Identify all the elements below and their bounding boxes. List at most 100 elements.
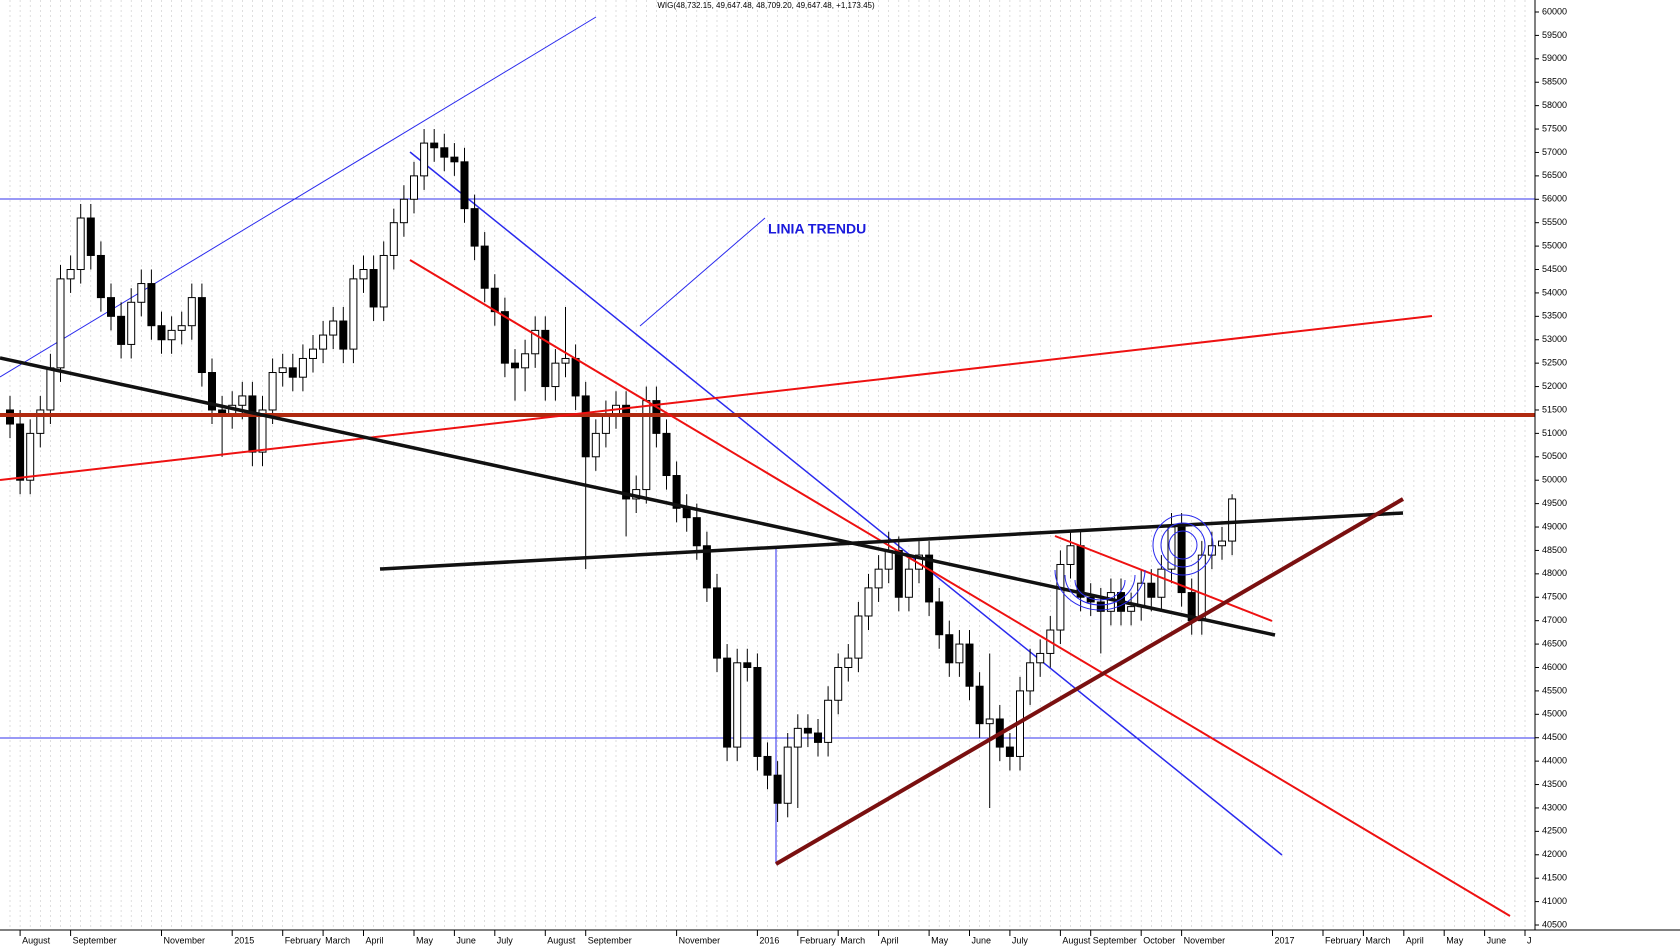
y-tick-label: 55500: [1542, 217, 1567, 227]
x-tick-label: September: [588, 935, 632, 945]
candle-body: [783, 746, 792, 804]
y-tick-label: 48000: [1542, 568, 1567, 578]
y-tick-label: 50500: [1542, 451, 1567, 461]
y-tick-label: 41000: [1542, 896, 1567, 906]
candle-body: [278, 367, 287, 374]
candle-body: [319, 334, 328, 350]
candle-body: [339, 320, 348, 350]
candle-body: [1197, 554, 1206, 622]
y-tick-label: 49000: [1542, 521, 1567, 531]
candle-body: [36, 409, 45, 434]
candle-body: [480, 245, 489, 289]
trend-line: [409, 259, 1511, 917]
y-tick-label: 50000: [1542, 475, 1567, 485]
y-tick-label: 46000: [1542, 662, 1567, 672]
x-tick-label: May: [1446, 935, 1464, 945]
candle-body: [824, 699, 833, 743]
candle-body: [309, 348, 317, 359]
candle-body: [500, 311, 509, 364]
candle-body: [460, 161, 469, 210]
candle-body: [874, 568, 883, 589]
candle-body: [258, 409, 267, 453]
candle-body: [672, 475, 681, 509]
candle-body: [1177, 526, 1186, 594]
candle-body: [692, 517, 701, 547]
candle-body: [854, 615, 863, 659]
y-tick-label: 53000: [1542, 334, 1567, 344]
x-tick-label: July: [1012, 935, 1029, 945]
candle-body: [1005, 746, 1014, 757]
x-tick-label: November: [679, 935, 721, 945]
candle-body: [662, 432, 671, 477]
candle-body: [975, 685, 984, 725]
candle-body: [1036, 652, 1045, 664]
y-tick-label: 55000: [1542, 240, 1567, 250]
chart-title: WIG(48,732.15, 49,647.48, 48,709.20, 49,…: [657, 1, 875, 10]
y-tick-label: 45000: [1542, 709, 1567, 719]
x-tick-label: February: [1325, 935, 1362, 945]
x-tick-label: September: [73, 935, 117, 945]
candles: [6, 129, 1237, 822]
candle-body: [965, 643, 974, 687]
candle-body: [248, 395, 257, 453]
y-tick-label: 44000: [1542, 756, 1567, 766]
y-tick-label: 40500: [1542, 919, 1567, 929]
y-tick-label: 49500: [1542, 498, 1567, 508]
candle-body: [733, 662, 742, 748]
candle-body: [622, 404, 631, 500]
candle-body: [793, 727, 802, 748]
channel-line: [0, 16, 597, 378]
candle-body: [197, 297, 206, 374]
y-tick-label: 51500: [1542, 404, 1567, 414]
candle-body: [238, 395, 247, 406]
annotation: LINIA TRENDU: [768, 221, 866, 237]
x-tick-label: 2017: [1275, 935, 1295, 945]
trend-line: [1054, 535, 1273, 622]
x-tick-label: May: [931, 935, 949, 945]
candle-body: [26, 432, 35, 481]
y-tick-label: 42500: [1542, 826, 1567, 836]
y-tick-label: 47000: [1542, 615, 1567, 625]
candle-body: [66, 269, 75, 280]
y-tick-label: 59000: [1542, 53, 1567, 63]
pattern-arcs: [1054, 514, 1214, 611]
candle-body: [753, 666, 762, 757]
x-tick-label: May: [416, 935, 434, 945]
candle-body: [1147, 582, 1156, 598]
candle-body: [329, 320, 338, 336]
candle-body: [440, 147, 449, 158]
candle-body: [177, 325, 186, 331]
candle-body: [107, 297, 115, 317]
y-tick-label: 47500: [1542, 592, 1567, 602]
candle-body: [591, 432, 600, 458]
candle-body: [16, 423, 25, 481]
y-tick-label: 54000: [1542, 287, 1567, 297]
candle-body: [450, 156, 459, 163]
candle-body: [187, 297, 196, 327]
candle-body: [76, 217, 85, 271]
candle-body: [137, 283, 146, 303]
candle-body: [430, 142, 439, 149]
y-tick-label: 41500: [1542, 873, 1567, 883]
candle-body: [1066, 545, 1075, 565]
candle-body: [763, 755, 772, 776]
candle-body: [844, 657, 853, 668]
x-tick-label: 2015: [234, 935, 254, 945]
candle-body: [985, 718, 994, 725]
candle-body: [1056, 563, 1065, 631]
y-tick-label: 44500: [1542, 732, 1567, 742]
candle-body: [86, 217, 95, 256]
x-tick-label: April: [881, 935, 899, 945]
candle-body: [814, 732, 822, 743]
candle-body: [56, 278, 65, 369]
candle-body: [46, 367, 55, 411]
candle-body: [420, 142, 429, 177]
candle-body: [521, 353, 530, 369]
candle-body: [359, 269, 368, 280]
x-tick-label: March: [325, 935, 350, 945]
annotation-pointer: [639, 217, 766, 327]
candle-body: [117, 315, 126, 345]
candle-body: [147, 283, 156, 327]
